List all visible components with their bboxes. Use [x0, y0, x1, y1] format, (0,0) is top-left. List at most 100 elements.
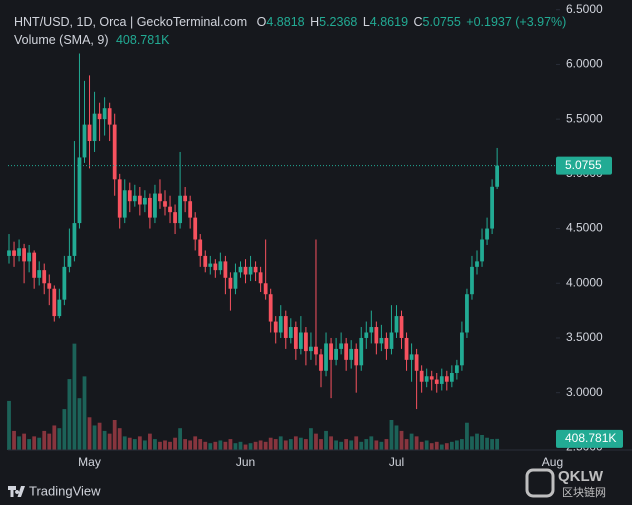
- volume-bar: [253, 441, 258, 450]
- volume-bar: [102, 430, 107, 450]
- candle-body: [87, 124, 92, 142]
- volume-bar: [47, 433, 52, 450]
- candle-body: [379, 337, 384, 344]
- volume-bar: [263, 441, 268, 450]
- candle-body: [480, 239, 484, 262]
- candle-body: [439, 376, 444, 384]
- volume-bar: [213, 441, 218, 450]
- last-price-label: 5.0755: [565, 158, 602, 172]
- volume-bar: [62, 409, 67, 450]
- volume-bar: [389, 420, 394, 450]
- candle-body: [465, 294, 469, 333]
- candle-body: [47, 283, 52, 289]
- x-tick-label: Aug: [542, 455, 563, 469]
- volume-bar: [142, 440, 147, 450]
- volume-bar: [208, 443, 213, 450]
- volume-bar: [178, 428, 182, 450]
- candle-body: [158, 193, 162, 202]
- volume-bar: [475, 433, 479, 450]
- volume-tag: [556, 429, 623, 448]
- candle-body: [369, 327, 374, 333]
- volume-bar: [148, 433, 152, 450]
- volume-bar: [183, 439, 188, 450]
- candle-body: [112, 124, 117, 180]
- volume-bar: [168, 441, 172, 450]
- volume-bar: [319, 439, 323, 450]
- volume-bar: [72, 343, 77, 450]
- candle-body: [298, 332, 303, 349]
- candle-body: [148, 197, 152, 218]
- candle-body: [17, 248, 21, 256]
- candle-body: [288, 327, 293, 338]
- candle-body: [168, 206, 172, 213]
- candle-body: [339, 343, 344, 349]
- volume-bar: [127, 437, 132, 450]
- candle-body: [470, 266, 474, 295]
- open-value: 4.8818: [266, 15, 304, 29]
- volume-bar: [444, 443, 449, 450]
- volume-bar: [158, 441, 162, 450]
- volume-bar: [298, 437, 303, 450]
- candle-body: [208, 263, 213, 267]
- candle-body: [490, 186, 494, 229]
- candle-body: [213, 263, 218, 271]
- candle-body: [248, 266, 253, 275]
- volume-bar: [7, 400, 11, 450]
- candle-body: [304, 332, 308, 352]
- candle-body: [107, 108, 112, 125]
- volume-bar: [17, 436, 21, 450]
- volume-bar: [122, 436, 127, 450]
- brand-logo: [8, 486, 25, 497]
- volume-bar: [77, 398, 82, 450]
- candle-body: [460, 332, 464, 366]
- candle-body: [228, 277, 233, 289]
- candle-body: [349, 348, 354, 360]
- volume-bar: [27, 439, 32, 450]
- volume-bar: [117, 428, 122, 450]
- volume-bar: [399, 430, 404, 450]
- volume-bar: [97, 422, 102, 450]
- volume-bar: [394, 425, 399, 450]
- change: +0.1937 (+3.97%): [466, 15, 566, 29]
- ohlc-label: C: [414, 15, 423, 29]
- candle-body: [72, 223, 77, 256]
- close-value: 5.0755: [423, 15, 461, 29]
- candle-body: [77, 157, 82, 224]
- candle-body: [384, 337, 389, 349]
- volume-bar: [238, 441, 243, 450]
- candle-body: [37, 270, 42, 278]
- price-axis-bg: [556, 0, 632, 450]
- volume-bar: [304, 439, 308, 450]
- volume-bar: [52, 425, 57, 450]
- volume-bar: [485, 437, 489, 450]
- candle-body: [268, 294, 273, 322]
- volume-bar: [384, 439, 389, 450]
- candle-body: [444, 376, 449, 382]
- candle-body: [97, 113, 102, 120]
- x-tick-label: Jun: [236, 455, 255, 469]
- y-tick-label: 3.0000: [566, 385, 603, 399]
- candle-body: [324, 343, 328, 371]
- watermark-text: 区块链网: [562, 485, 606, 499]
- ohlc-label: L: [363, 15, 370, 29]
- candle-body: [173, 212, 177, 224]
- candle-body: [243, 266, 248, 275]
- volume-bar: [22, 433, 26, 450]
- volume-bar: [188, 440, 193, 450]
- candle-body: [319, 354, 323, 371]
- volume-bar: [409, 433, 414, 450]
- x-tick-label: May: [78, 455, 101, 469]
- volume-bar: [374, 440, 379, 450]
- volume-bar: [193, 436, 198, 450]
- candle-body: [263, 283, 268, 295]
- volume-bar: [243, 444, 248, 450]
- candle-body: [283, 316, 288, 338]
- volume-tag-label: 408.781K: [565, 431, 616, 445]
- candle-body: [137, 195, 142, 205]
- candle-body: [198, 239, 203, 256]
- candle-body: [399, 316, 404, 338]
- volume-bar: [495, 438, 500, 450]
- candle-body: [27, 252, 32, 262]
- volume-bar: [203, 441, 208, 450]
- candle-body: [314, 346, 318, 355]
